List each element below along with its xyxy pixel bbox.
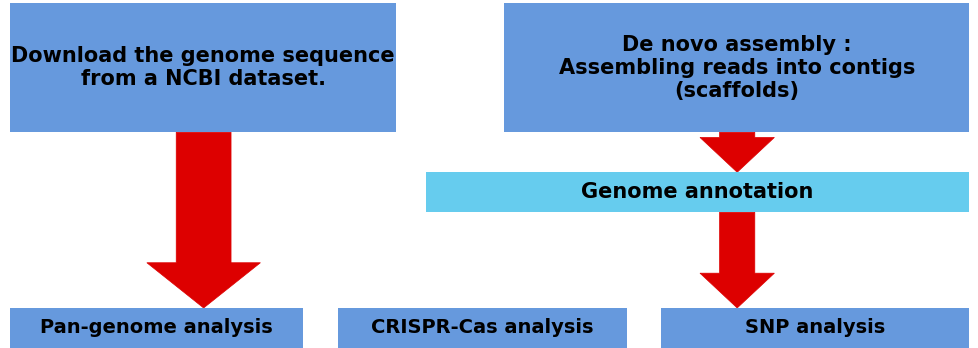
FancyBboxPatch shape: [10, 3, 396, 132]
FancyBboxPatch shape: [504, 3, 968, 132]
Polygon shape: [699, 212, 774, 308]
FancyBboxPatch shape: [337, 308, 626, 348]
Text: Download the genome sequence
from a NCBI dataset.: Download the genome sequence from a NCBI…: [12, 46, 394, 89]
FancyBboxPatch shape: [10, 308, 303, 348]
FancyBboxPatch shape: [425, 172, 968, 212]
FancyBboxPatch shape: [660, 308, 968, 348]
Polygon shape: [699, 132, 774, 172]
Text: De novo assembly :
Assembling reads into contigs
(scaffolds): De novo assembly : Assembling reads into…: [557, 35, 914, 101]
Text: Genome annotation: Genome annotation: [581, 182, 813, 202]
Text: Pan-genome analysis: Pan-genome analysis: [40, 318, 273, 338]
Text: SNP analysis: SNP analysis: [744, 318, 884, 338]
Polygon shape: [147, 132, 260, 308]
Text: CRISPR-Cas analysis: CRISPR-Cas analysis: [371, 318, 593, 338]
